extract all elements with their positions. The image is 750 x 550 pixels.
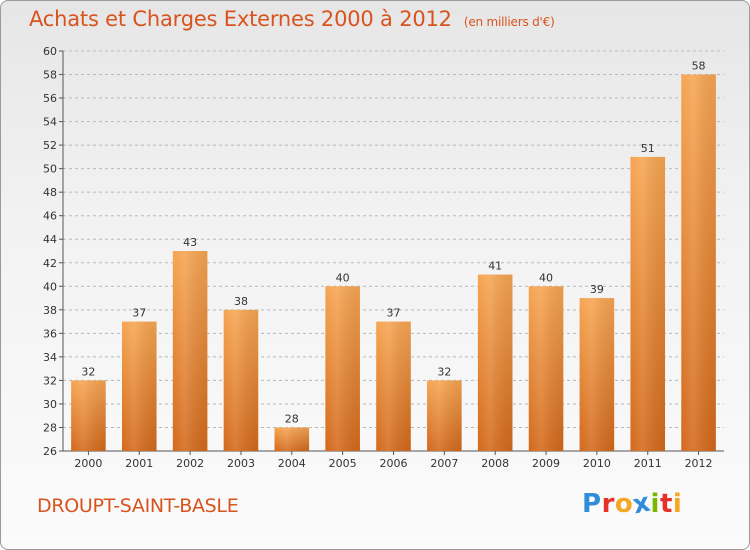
x-tick-label: 2003 bbox=[227, 457, 255, 470]
y-tick-label: 30 bbox=[43, 398, 57, 411]
logo-letter: i bbox=[672, 489, 683, 519]
bar-value-label: 32 bbox=[81, 365, 95, 378]
x-tick-label: 2011 bbox=[634, 457, 662, 470]
y-tick-label: 44 bbox=[43, 233, 57, 246]
bar-value-label: 37 bbox=[132, 307, 146, 320]
y-tick-label: 38 bbox=[43, 304, 57, 317]
bar-value-label: 58 bbox=[692, 60, 706, 73]
logo-letter: t bbox=[659, 489, 673, 519]
logo-letter: r bbox=[601, 489, 615, 519]
y-tick-label: 34 bbox=[43, 351, 57, 364]
bar-shine bbox=[427, 380, 462, 451]
x-tick-label: 2009 bbox=[532, 457, 560, 470]
logo-letter: o bbox=[614, 489, 634, 519]
y-tick-label: 46 bbox=[43, 210, 57, 223]
y-tick-label: 40 bbox=[43, 280, 57, 293]
y-tick-label: 36 bbox=[43, 327, 57, 340]
proxiti-logo: Proxiti bbox=[582, 488, 683, 521]
y-tick-label: 32 bbox=[43, 374, 57, 387]
bar-shine bbox=[121, 321, 157, 451]
bar-shine bbox=[579, 298, 615, 451]
y-tick-label: 28 bbox=[43, 421, 57, 434]
bar-shine bbox=[376, 321, 411, 451]
x-tick-label: 2005 bbox=[329, 457, 357, 470]
y-tick-label: 42 bbox=[43, 257, 57, 270]
y-tick-label: 56 bbox=[43, 92, 57, 105]
y-tick-label: 50 bbox=[43, 163, 57, 176]
x-tick-label: 2004 bbox=[278, 457, 306, 470]
x-tick-label: 2006 bbox=[380, 457, 408, 470]
y-tick-label: 60 bbox=[43, 45, 57, 58]
chart-title-text: Achats et Charges Externes 2000 à 2012 bbox=[29, 7, 452, 31]
bar-value-label: 37 bbox=[387, 307, 401, 320]
bar-value-label: 38 bbox=[234, 295, 248, 308]
bar-shine bbox=[274, 427, 310, 451]
axes: 26 28 30 32 34 36 38 40 42 44 46 48 50 52 54 56 58 60 2000… bbox=[43, 45, 724, 470]
logo-letter: P bbox=[582, 489, 602, 519]
logo-letter: i bbox=[650, 489, 660, 519]
chart-unit-label: (en milliers d'€) bbox=[463, 15, 555, 29]
bar-shine bbox=[528, 286, 564, 451]
bar-value-label: 43 bbox=[183, 236, 197, 249]
chart-title: Achats et Charges Externes 2000 à 2012 (e… bbox=[29, 7, 555, 31]
x-tick-label: 2000 bbox=[74, 457, 102, 470]
bar-shine bbox=[477, 274, 513, 451]
x-tick-label: 2007 bbox=[430, 457, 458, 470]
bar-value-label: 40 bbox=[539, 271, 553, 284]
x-tick-label: 2010 bbox=[583, 457, 611, 470]
bars bbox=[71, 74, 716, 451]
y-tick-label: 58 bbox=[43, 69, 57, 82]
bar-value-label: 40 bbox=[336, 271, 350, 284]
bar-value-label: 32 bbox=[437, 365, 451, 378]
y-tick-label: 54 bbox=[43, 116, 57, 129]
bar-shine bbox=[172, 251, 208, 451]
x-tick-label: 2008 bbox=[481, 457, 509, 470]
commune-name: DROUPT-SAINT-BASLE bbox=[37, 495, 239, 517]
x-tick-label: 2012 bbox=[685, 457, 713, 470]
bar-shine bbox=[71, 380, 106, 451]
y-tick-label: 26 bbox=[43, 445, 57, 458]
bar-shine bbox=[681, 74, 716, 451]
bar-value-label: 28 bbox=[285, 412, 299, 425]
bar-value-label: 51 bbox=[641, 142, 655, 155]
bar-value-label: 39 bbox=[590, 283, 604, 296]
x-tick-label: 2002 bbox=[176, 457, 204, 470]
y-tick-label: 52 bbox=[43, 139, 57, 152]
x-tick-label: 2001 bbox=[125, 457, 153, 470]
bar-value-label: 41 bbox=[488, 260, 502, 273]
y-tick-label: 48 bbox=[43, 186, 57, 199]
bar-shine bbox=[630, 156, 666, 451]
bar-shine bbox=[325, 286, 360, 451]
data-labels: 32 37 43 38 28 40 37 32 41 40 39 51 58 bbox=[81, 60, 705, 426]
bar-shine bbox=[223, 309, 259, 451]
